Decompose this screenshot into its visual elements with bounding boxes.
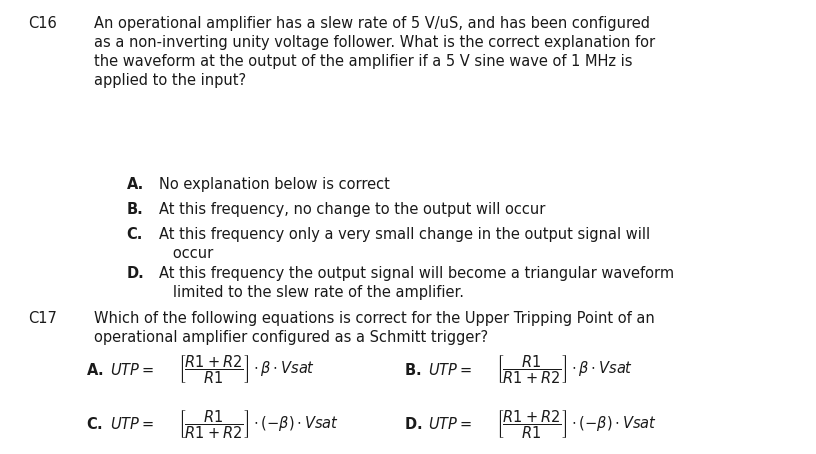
Text: $\mathit{UTP}=$: $\mathit{UTP}=$ [110,362,154,378]
Text: $\mathit{UTP}=$: $\mathit{UTP}=$ [428,362,472,378]
Text: D.: D. [126,266,144,281]
Text: $\left[\dfrac{R1}{R1+R2}\right]\cdot\beta\cdot\mathit{Vsat}$: $\left[\dfrac{R1}{R1+R2}\right]\cdot\bet… [496,354,633,386]
Text: $\left[\dfrac{R1+R2}{R1}\right]\cdot(-\beta)\cdot\mathit{Vsat}$: $\left[\dfrac{R1+R2}{R1}\right]\cdot(-\b… [496,408,657,441]
Text: $\mathbf{A.}$: $\mathbf{A.}$ [86,362,103,378]
Text: $\mathit{UTP}=$: $\mathit{UTP}=$ [428,416,472,433]
Text: B.: B. [126,202,144,217]
Text: A.: A. [126,177,144,192]
Text: $\left[\dfrac{R1+R2}{R1}\right]\cdot\beta\cdot\mathit{Vsat}$: $\left[\dfrac{R1+R2}{R1}\right]\cdot\bet… [178,354,315,386]
Text: At this frequency the output signal will become a triangular waveform
   limited: At this frequency the output signal will… [159,266,674,300]
Text: $\mathbf{D.}$: $\mathbf{D.}$ [404,416,422,433]
Text: Which of the following equations is correct for the Upper Tripping Point of an
o: Which of the following equations is corr… [94,311,654,345]
Text: $\mathbf{B.}$: $\mathbf{B.}$ [404,362,421,378]
Text: At this frequency, no change to the output will occur: At this frequency, no change to the outp… [159,202,545,217]
Text: At this frequency only a very small change in the output signal will
   occur: At this frequency only a very small chan… [159,227,650,261]
Text: C16: C16 [29,16,57,31]
Text: An operational amplifier has a slew rate of 5 V/uS, and has been configured
as a: An operational amplifier has a slew rate… [94,16,655,89]
Text: C.: C. [126,227,143,242]
Text: C17: C17 [29,311,57,326]
Text: $\mathbf{C.}$: $\mathbf{C.}$ [86,416,103,433]
Text: No explanation below is correct: No explanation below is correct [159,177,390,192]
Text: $\left[\dfrac{R1}{R1+R2}\right]\cdot(-\beta)\cdot\mathit{Vsat}$: $\left[\dfrac{R1}{R1+R2}\right]\cdot(-\b… [178,408,339,441]
Text: $\mathit{UTP}=$: $\mathit{UTP}=$ [110,416,154,433]
